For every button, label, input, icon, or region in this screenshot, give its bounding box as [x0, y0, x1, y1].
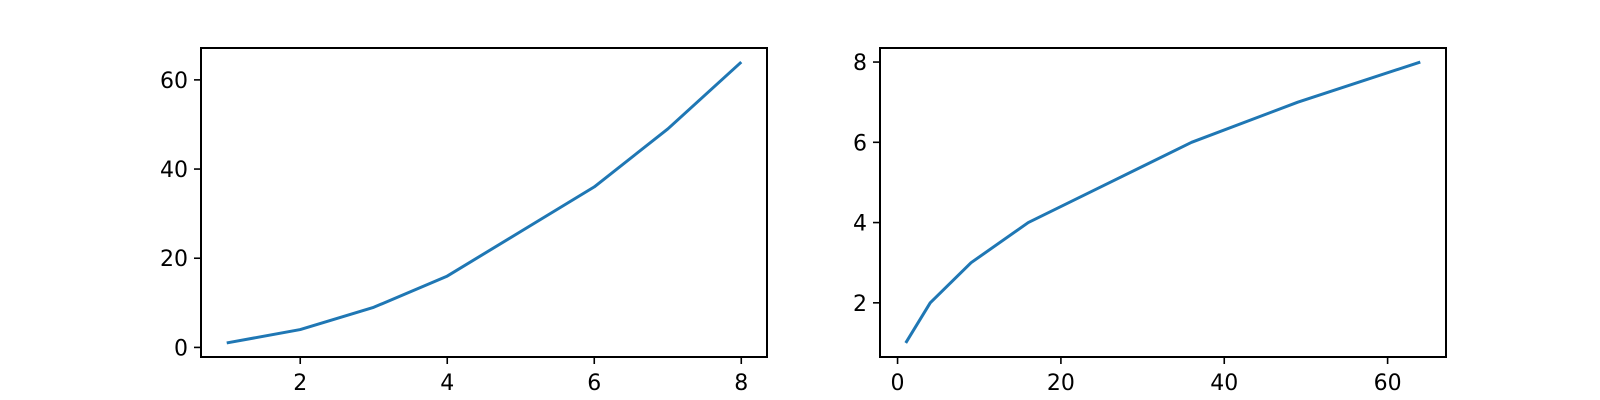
x-tick-label: 4 [440, 371, 454, 396]
y-tick-label: 20 [160, 247, 188, 272]
series-line [904, 60, 1421, 344]
y-tick-label: 4 [853, 212, 867, 237]
series-line [226, 60, 743, 345]
x-tick-label: 40 [1210, 371, 1238, 396]
x-tick-label: 0 [891, 371, 905, 396]
x-tick-label: 6 [587, 371, 601, 396]
left-line-chart: 2 4 6 8 0 20 40 60 [160, 47, 768, 396]
y-tick-label: 8 [853, 51, 867, 76]
axes-frame [879, 47, 1447, 358]
x-tick-label: 2 [293, 371, 307, 396]
right-line-chart: 0 20 40 60 2 4 6 8 [853, 47, 1447, 396]
x-tick-label: 60 [1374, 371, 1402, 396]
y-tick-label: 0 [174, 336, 188, 361]
y-tick-label: 6 [853, 131, 867, 156]
x-tick-label: 8 [734, 371, 748, 396]
x-tick-label: 20 [1047, 371, 1075, 396]
y-tick-label: 40 [160, 158, 188, 183]
y-tick-label: 60 [160, 69, 188, 94]
y-tick-label: 2 [853, 292, 867, 317]
axes-frame [200, 47, 768, 358]
